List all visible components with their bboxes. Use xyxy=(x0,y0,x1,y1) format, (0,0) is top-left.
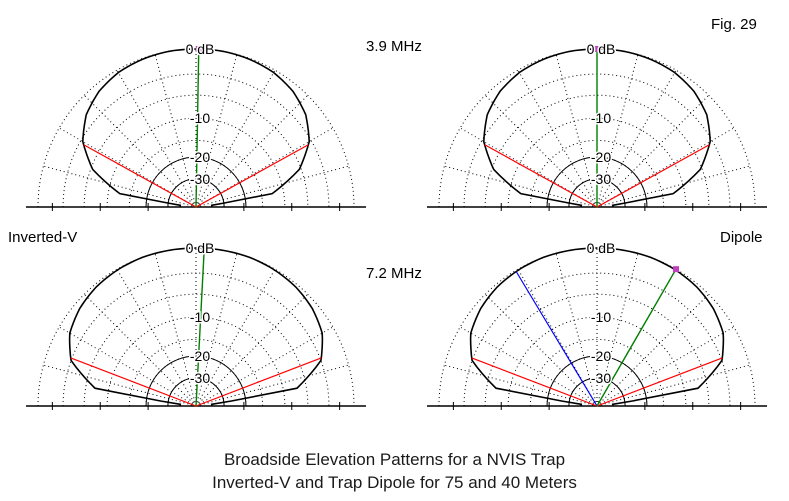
plot-3-pattern-curve xyxy=(68,247,324,406)
plot-2-half-power-line xyxy=(596,144,710,208)
plot-4-max-lobe-line xyxy=(596,268,677,407)
antenna-label-dipole: Dipole xyxy=(720,229,763,246)
plot-3-ring-label: 0 dB xyxy=(186,240,215,256)
plot-3-grid-spoke xyxy=(116,268,197,407)
plot-1-grid-ring xyxy=(83,94,309,208)
antenna-label-inverted-v: Inverted-V xyxy=(8,229,78,246)
plot-4-half-power-line xyxy=(471,357,598,407)
plot-2-ring-label: -20 xyxy=(591,149,611,165)
plot-3-half-power-line xyxy=(195,357,322,407)
plot-4-ring-label: -30 xyxy=(591,370,611,386)
plot-1-max-lobe-line xyxy=(195,49,200,208)
plot-3-ref-ring xyxy=(145,355,247,407)
plot-2-grid-spoke xyxy=(444,165,598,208)
plot-1-half-power-line xyxy=(83,144,197,208)
plot-2-grid-spoke xyxy=(596,165,750,208)
plot-4-pattern-curve xyxy=(469,247,725,406)
plot-4-max-lobe-marker xyxy=(673,266,679,273)
plot-4-grid-ring xyxy=(484,293,710,407)
plot-1-grid-spoke xyxy=(116,69,197,208)
plot-1-grid-spoke xyxy=(83,94,197,208)
plot-3-grid-spoke xyxy=(195,364,349,407)
plot-2-grid-ring xyxy=(484,94,710,208)
plot-4-grid-spoke xyxy=(444,364,598,407)
figure-label: Fig. 29 xyxy=(711,16,757,33)
caption-line-2: Inverted-V and Trap Dipole for 75 and 40… xyxy=(212,473,577,492)
plot-1-grid-spoke xyxy=(43,165,197,208)
plot-1-ring-label: -20 xyxy=(190,149,210,165)
plot-2-grid-spoke xyxy=(484,94,598,208)
plot-4-grid-ring xyxy=(529,338,665,407)
plot-1-ref-ring xyxy=(145,156,247,208)
plot-3-grid-ring xyxy=(128,338,264,407)
plot-1-half-power-line xyxy=(195,144,309,208)
plot-3-half-power-line xyxy=(70,357,197,407)
plot-3-grid-ring xyxy=(83,293,309,407)
plot-4-ref-ring xyxy=(546,355,648,407)
plot-3-ring-label: -20 xyxy=(190,348,210,364)
plot-2-ring-label: -30 xyxy=(591,171,611,187)
plot-1-grid-spoke xyxy=(195,94,309,208)
plot-4-secondary-lobe-line xyxy=(515,271,598,407)
plot-3-max-lobe-marker xyxy=(201,245,208,252)
plot-1-ring-label: 0 dB xyxy=(186,41,215,57)
caption-line-1: Broadside Elevation Patterns for a NVIS … xyxy=(223,450,566,469)
plot-1-grid-ring xyxy=(128,139,264,208)
plot-2-grid-spoke xyxy=(596,94,710,208)
plot-4-half-power-line xyxy=(596,357,723,407)
plot-3-grid-spoke xyxy=(43,364,197,407)
plot-1-max-lobe-marker xyxy=(195,46,202,53)
plot-3-ring-label: -30 xyxy=(190,370,210,386)
plot-1-grid-spoke xyxy=(195,165,349,208)
plot-4-ring-label: -10 xyxy=(591,309,611,325)
plot-2-grid-spoke xyxy=(517,69,598,208)
plot-1-ring-label: -10 xyxy=(190,110,210,126)
plot-2-half-power-line xyxy=(484,144,598,208)
plot-2-ring-label: 0 dB xyxy=(587,41,616,57)
plot-4-grid-spoke xyxy=(596,364,750,407)
plot-2-max-lobe-marker xyxy=(594,46,600,52)
frequency-label-bottom: 7.2 MHz xyxy=(366,265,422,282)
plot-4-ring-label: -20 xyxy=(591,348,611,364)
figure-caption: Broadside Elevation Patterns for a NVIS … xyxy=(0,448,789,494)
frequency-label-top: 3.9 MHz xyxy=(366,38,422,55)
plot-2-ring-label: -10 xyxy=(591,110,611,126)
plot-3-ring-label: -10 xyxy=(190,309,210,325)
plot-3-max-lobe-line xyxy=(195,248,205,407)
plot-1-ring-label: -30 xyxy=(190,171,210,187)
plot-4-ring-label: 0 dB xyxy=(587,240,616,256)
